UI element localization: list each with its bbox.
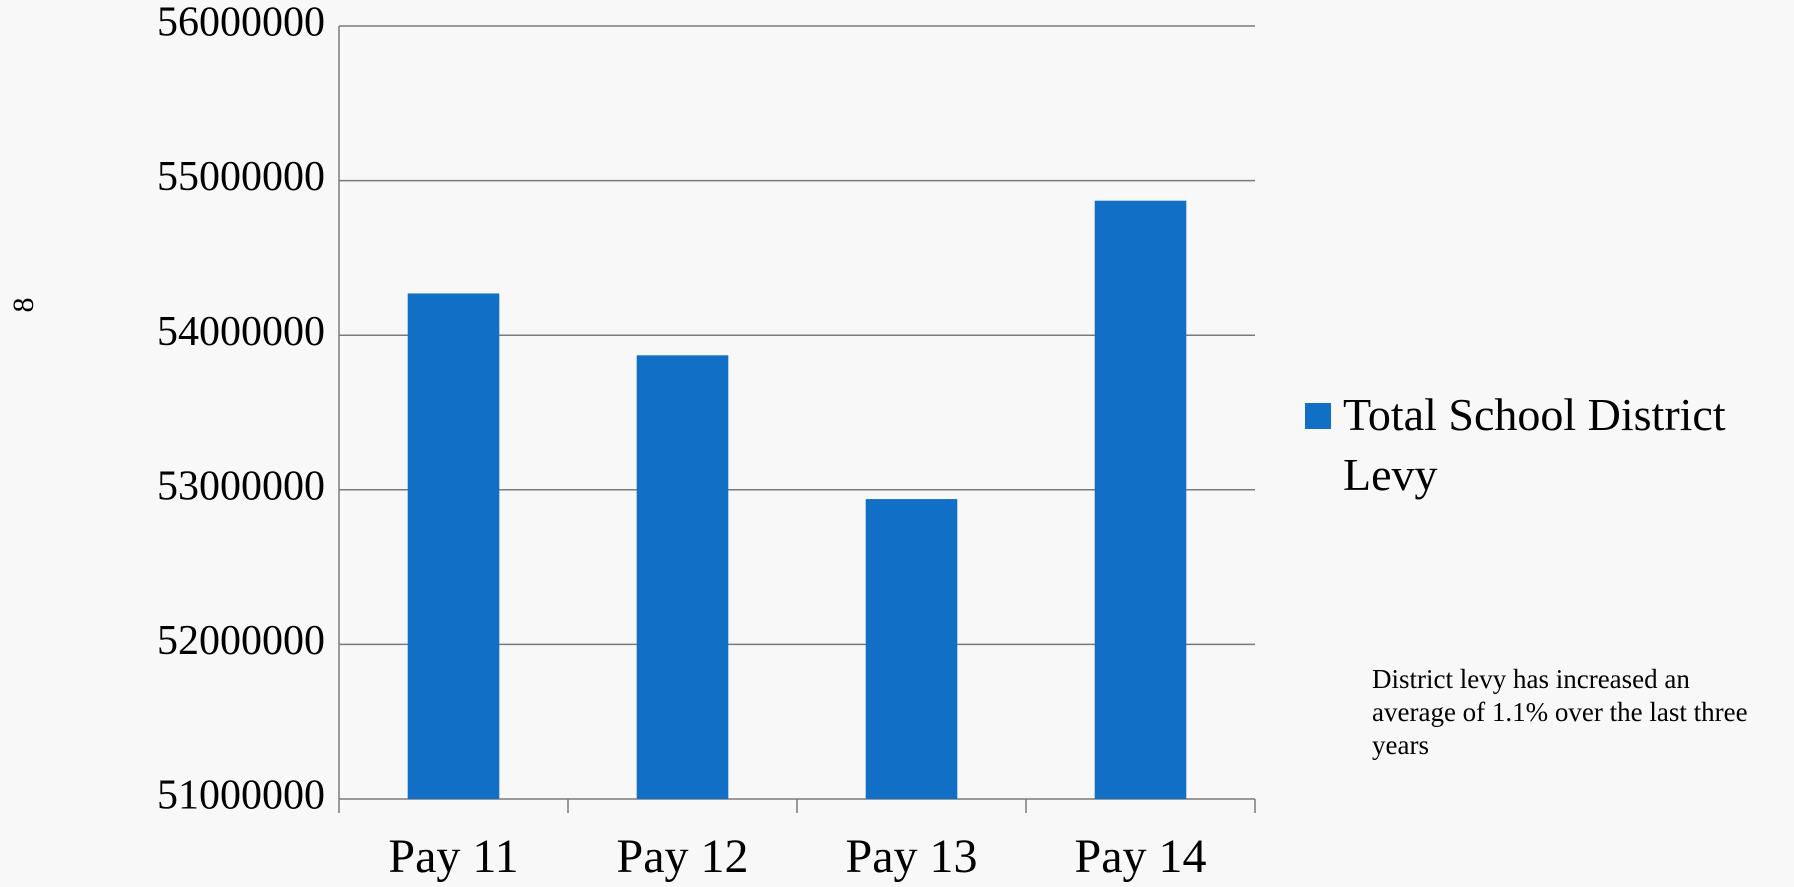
bar [865,499,958,799]
legend-swatch [1305,403,1331,429]
x-tick-label: Pay 12 [617,830,749,883]
bar [407,293,500,799]
y-tick-label: 54000000 [157,309,325,355]
y-tick-label: 53000000 [157,463,325,509]
bar [1094,200,1187,799]
annotation: District levy has increased an average o… [1372,664,1748,760]
y-tick-label: 51000000 [157,773,325,819]
y-tick-label: 56000000 [157,0,325,46]
y-tick-label: 52000000 [157,618,325,664]
y-tick-label: 55000000 [157,154,325,200]
legend-label: Total School District Levy [1343,389,1726,500]
x-tick-label: Pay 14 [1075,830,1207,883]
slide-number: 8 [7,298,40,313]
x-tick-label: Pay 13 [846,830,978,883]
bar [636,355,729,799]
x-tick-label: Pay 11 [388,830,518,883]
